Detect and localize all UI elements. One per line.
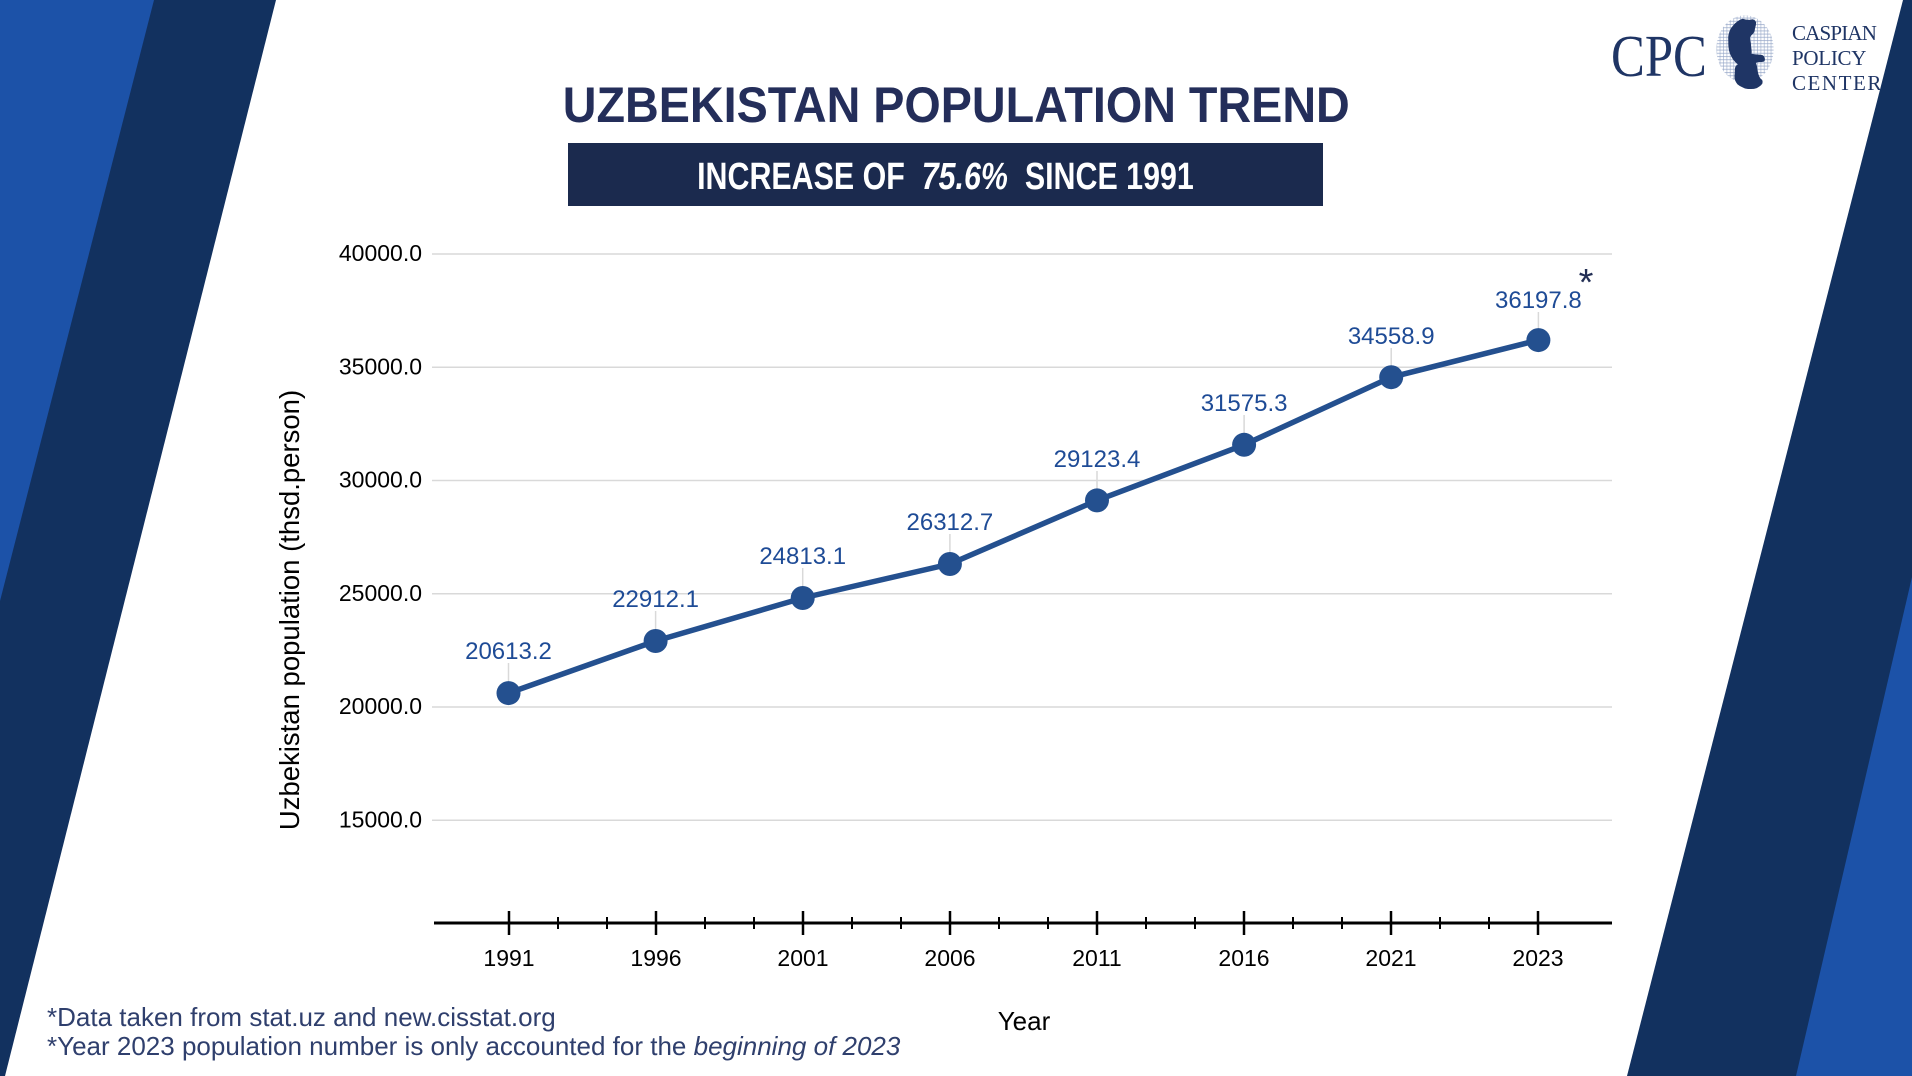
svg-text:20000.0: 20000.0 — [339, 693, 422, 719]
svg-text:36197.8: 36197.8 — [1495, 287, 1582, 314]
svg-text:20613.2: 20613.2 — [465, 638, 552, 665]
svg-text:40000.0: 40000.0 — [339, 240, 422, 266]
svg-text:2016: 2016 — [1218, 945, 1269, 971]
svg-text:31575.3: 31575.3 — [1201, 390, 1288, 417]
svg-text:34558.9: 34558.9 — [1348, 323, 1435, 350]
svg-text:2011: 2011 — [1072, 945, 1121, 971]
svg-text:29123.4: 29123.4 — [1054, 446, 1141, 473]
svg-text:1996: 1996 — [630, 945, 681, 971]
svg-text:26312.7: 26312.7 — [907, 509, 994, 536]
svg-text:2023: 2023 — [1512, 945, 1563, 971]
svg-text:2021: 2021 — [1365, 945, 1416, 971]
svg-text:2001: 2001 — [777, 945, 828, 971]
svg-text:30000.0: 30000.0 — [339, 467, 422, 493]
svg-text:Uzbekistan population (thsd.pe: Uzbekistan population (thsd.person) — [274, 390, 305, 830]
svg-text:Year: Year — [998, 1006, 1051, 1036]
svg-text:*: * — [1579, 262, 1594, 304]
svg-text:35000.0: 35000.0 — [339, 353, 422, 379]
svg-text:15000.0: 15000.0 — [339, 807, 422, 833]
svg-text:25000.0: 25000.0 — [339, 580, 422, 606]
svg-text:24813.1: 24813.1 — [759, 543, 846, 570]
svg-text:2006: 2006 — [924, 945, 975, 971]
svg-text:22912.1: 22912.1 — [612, 586, 699, 613]
svg-text:1991: 1991 — [483, 945, 534, 971]
